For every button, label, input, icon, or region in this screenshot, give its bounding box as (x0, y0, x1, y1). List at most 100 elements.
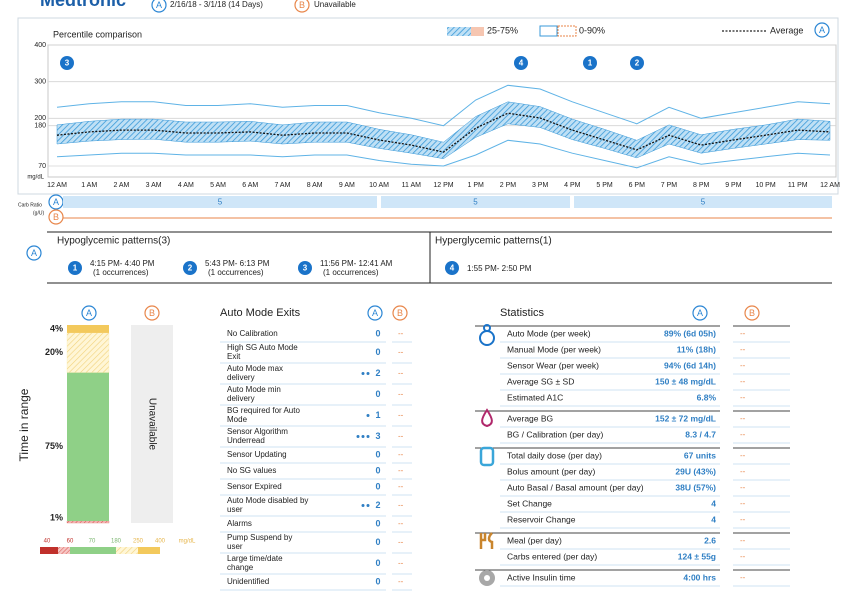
x-tick-label: 8 AM (307, 182, 323, 189)
range-label: 1% (50, 512, 63, 522)
stat-value-b: -- (740, 377, 746, 386)
exit-value: 2 (375, 500, 380, 510)
legend-tick: 70 (89, 539, 96, 545)
badge-letter: B (149, 308, 155, 318)
dot (361, 504, 365, 507)
label: user (227, 542, 243, 551)
stat-value-b: -- (740, 499, 746, 508)
label: Unidentified (227, 577, 269, 586)
dot (366, 372, 370, 375)
x-tick-label: 3 AM (146, 182, 162, 189)
label: BG / Calibration (per day) (507, 429, 604, 439)
label: Auto Mode min (227, 385, 281, 394)
carb-value: 5 (701, 198, 706, 207)
pattern-number-text: 2 (188, 264, 193, 273)
dot (361, 372, 365, 375)
label: Carbs entered (per day) (507, 551, 597, 561)
stat-value: 8.3 / 4.7 (685, 429, 716, 439)
badge-letter: B (397, 308, 403, 318)
stat-value: 124 ± 55g (678, 551, 716, 561)
y-tick-label: 400 (34, 42, 46, 49)
exit-value: 0 (375, 389, 380, 399)
badge-letter: A (31, 248, 37, 258)
legend-tick: 250 (133, 539, 144, 545)
x-tick-label: 2 AM (113, 182, 129, 189)
label: No Calibration (227, 329, 278, 338)
legend-tick: 60 (67, 539, 74, 545)
exit-value-b: -- (398, 432, 404, 441)
legend-range-b (557, 25, 577, 37)
label: 4:15 PM- 4:40 PM (90, 259, 155, 268)
label: Active Insulin time (507, 572, 576, 582)
badge-letter: A (372, 308, 378, 318)
legend-range (539, 25, 558, 37)
pattern-number-text: 1 (73, 264, 78, 273)
icon (479, 446, 495, 467)
badge (26, 245, 42, 261)
carb-segment (574, 196, 832, 208)
badge-letter: A (819, 25, 825, 35)
icon (479, 330, 495, 346)
badge-letter: A (53, 197, 59, 207)
unavailable-bar (131, 325, 173, 523)
exit-value: 2 (375, 368, 380, 378)
iqr-band (56, 101, 831, 159)
pattern-number-text: 4 (519, 59, 524, 68)
section-title: Auto Mode Exits (220, 307, 301, 319)
badge (692, 305, 708, 321)
exit-value: 0 (375, 449, 380, 459)
exit-value-b: -- (398, 348, 404, 357)
exit-dots (361, 504, 370, 507)
x-tick-label: 12 AM (820, 182, 840, 189)
icon (483, 324, 491, 332)
badge-letter: A (697, 308, 703, 318)
section-title: Statistics (500, 307, 545, 319)
label: Pump Suspend by (227, 533, 292, 542)
legend-tick: 40 (44, 539, 51, 545)
label: Meal (per day) (507, 535, 562, 545)
stat-value: 94% (6d 14h) (664, 360, 716, 370)
label: Auto Mode disabled by (227, 496, 308, 505)
dot (366, 504, 370, 507)
label: Average SG ± SD (507, 376, 574, 386)
stat-value-b: -- (740, 483, 746, 492)
x-tick-label: 2 PM (500, 182, 517, 189)
x-tick-label: 12 PM (433, 182, 453, 189)
label: Auto Mode (per week) (507, 328, 591, 338)
stat-value-b: -- (740, 393, 746, 402)
y-tick-label: 300 (34, 79, 46, 86)
label: Manual Mode (per week) (507, 344, 601, 354)
average-line (56, 112, 831, 153)
exit-value: 0 (375, 481, 380, 491)
dot (356, 435, 360, 438)
icon (479, 532, 494, 549)
carb-segment (63, 196, 377, 208)
label: 25-75% (487, 25, 518, 35)
badge-letter: B (749, 308, 755, 318)
pattern-number-text: 1 (588, 59, 593, 68)
label: (1 occurrences) (93, 268, 149, 277)
range-label: 20% (45, 347, 63, 357)
label: 2/16/18 - 3/1/18 (14 Days) (170, 0, 263, 9)
stat-value-b: -- (740, 573, 746, 582)
dot (366, 435, 370, 438)
label: Estimated A1C (507, 392, 563, 402)
label: 1:55 PM- 2:50 PM (467, 264, 532, 273)
label: Auto Mode max (227, 364, 283, 373)
range-line (56, 84, 831, 127)
label: Bolus amount (per day) (507, 466, 596, 476)
dot (361, 435, 365, 438)
x-tick-label: 5 AM (210, 182, 226, 189)
stat-value: 152 ± 72 mg/dL (655, 413, 716, 423)
row-bg (220, 574, 386, 590)
carb-segment (381, 196, 570, 208)
exit-value-b: -- (398, 577, 404, 586)
stat-value: 2.6 (704, 535, 716, 545)
label: Reservoir Change (507, 514, 576, 524)
label: user (227, 505, 243, 514)
exit-dots (366, 414, 370, 417)
stat-value-b: -- (740, 515, 746, 524)
label: change (227, 563, 254, 572)
